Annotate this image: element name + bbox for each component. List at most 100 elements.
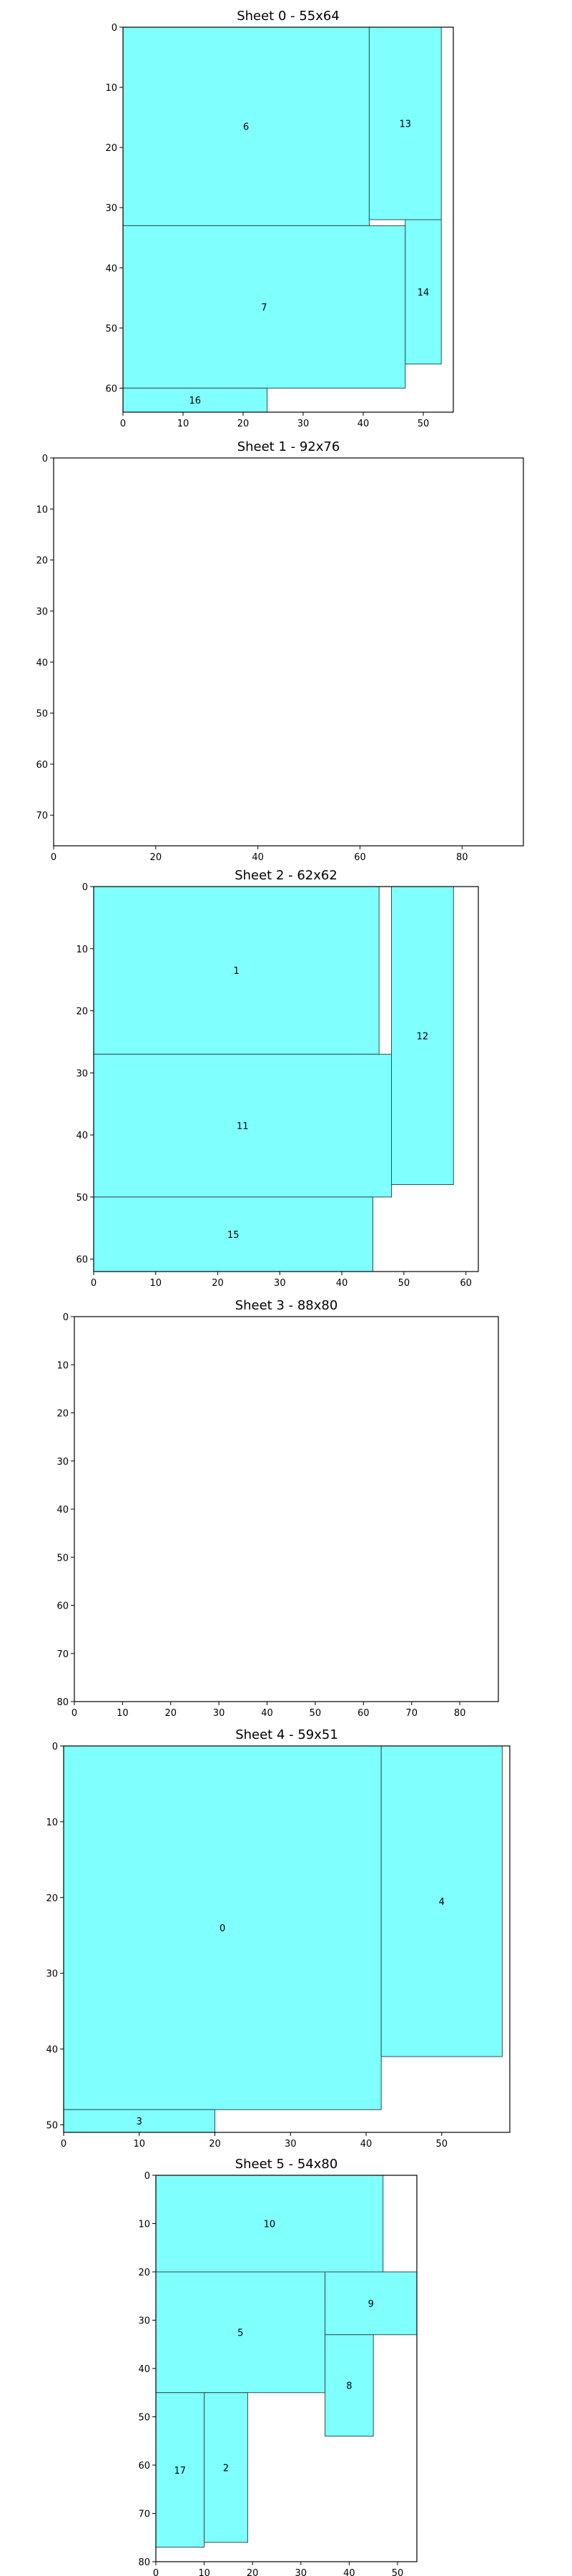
sheet-2-plot: Sheet 2 - 62x62 1 12 11 15 0 10 20 30 40 50 60 0 10 20…: [76, 868, 479, 1289]
x-tick-label: 80: [454, 1708, 466, 1719]
piece-label: 16: [189, 396, 202, 406]
piece-label: 9: [368, 2299, 374, 2310]
piece-label: 11: [237, 1121, 249, 1132]
piece-label: 8: [346, 2381, 352, 2392]
piece-label: 12: [417, 1031, 429, 1042]
piece-label: 0: [220, 1923, 225, 1934]
y-tick-label: 30: [36, 607, 48, 618]
piece-rect: [391, 886, 454, 1186]
piece-rect: [63, 2109, 216, 2133]
y-tick-label: 80: [138, 2557, 150, 2568]
y-tick-label: 20: [56, 1409, 69, 1420]
x-tick-label: 10: [198, 2568, 210, 2576]
y-tick-label: 50: [76, 1193, 88, 1204]
x-tick-label: 0: [91, 1278, 97, 1289]
y-tick-label: 50: [36, 709, 48, 720]
x-tick-label: 20: [150, 852, 162, 863]
piece-label: 1: [233, 966, 239, 977]
y-tick-label: 20: [105, 143, 117, 154]
x-tick-label: 0: [61, 2139, 66, 2150]
axes-frame: [63, 1745, 511, 2133]
piece-rect: [93, 886, 380, 1055]
y-tick-label: 50: [56, 1553, 69, 1563]
y-tick-label: 10: [56, 1360, 69, 1371]
piece-rect: [93, 1053, 393, 1198]
x-tick-label: 60: [354, 852, 366, 863]
piece-rect: [155, 2271, 326, 2394]
piece-label: 4: [439, 1897, 445, 1908]
x-tick-label: 70: [405, 1708, 418, 1719]
piece-rect: [405, 219, 442, 365]
x-tick-label: 50: [310, 1708, 322, 1719]
y-tick-label: 0: [42, 454, 48, 464]
y-tick-label: 10: [138, 2220, 150, 2230]
y-tick-label: 20: [138, 2268, 150, 2278]
axes-frame: [74, 1316, 499, 1702]
sheet-title: Sheet 4 - 59x51: [235, 1727, 338, 1742]
x-tick-label: 50: [398, 1278, 410, 1289]
y-tick-label: 60: [36, 760, 48, 771]
piece-rect: [155, 2392, 205, 2548]
x-tick-label: 40: [261, 1708, 273, 1719]
y-tick-label: 40: [46, 2045, 58, 2056]
sheet-title: Sheet 2 - 62x62: [235, 868, 337, 883]
x-tick-label: 80: [456, 852, 468, 863]
y-tick-label: 10: [76, 945, 88, 955]
x-tick-label: 50: [418, 419, 430, 429]
y-tick-label: 50: [105, 323, 117, 334]
piece-label: 6: [243, 122, 249, 133]
piece-rect: [122, 26, 370, 226]
piece-rect: [325, 2271, 418, 2336]
axes-frame: [93, 886, 479, 1272]
piece-label: 7: [261, 303, 267, 313]
y-tick-label: 30: [138, 2316, 150, 2327]
x-tick-label: 20: [164, 1708, 177, 1719]
piece-label: 15: [227, 1230, 240, 1241]
x-tick-label: 40: [360, 2139, 373, 2150]
y-tick-label: 50: [138, 2413, 150, 2424]
x-tick-label: 20: [212, 1278, 224, 1289]
y-tick-label: 40: [138, 2364, 150, 2375]
x-tick-label: 0: [72, 1708, 77, 1719]
x-tick-label: 40: [343, 2568, 355, 2576]
axes-frame: [53, 457, 524, 847]
y-tick-label: 20: [46, 1893, 58, 1904]
y-tick-label: 60: [138, 2461, 150, 2472]
sheet-1-plot: Sheet 1 - 92x76 0 20 40 60 80 0 10 20 30 40 50 60 70: [36, 439, 524, 863]
x-tick-label: 0: [120, 419, 126, 429]
y-tick-label: 0: [82, 882, 88, 893]
sheet-title: Sheet 5 - 54x80: [235, 2157, 338, 2172]
x-tick-label: 20: [209, 2139, 221, 2150]
y-tick-label: 50: [46, 2120, 58, 2131]
x-tick-label: 30: [213, 1708, 225, 1719]
axes-frame: [122, 26, 454, 413]
x-tick-label: 10: [133, 2139, 145, 2150]
x-tick-label: 40: [252, 852, 264, 863]
y-tick-label: 30: [46, 1969, 58, 1980]
y-tick-label: 30: [76, 1068, 88, 1079]
x-tick-label: 30: [285, 2139, 297, 2150]
x-tick-label: 10: [117, 1708, 129, 1719]
piece-rect: [380, 1745, 503, 2057]
piece-label: 2: [223, 2463, 229, 2474]
y-tick-label: 30: [105, 203, 117, 214]
piece-rect: [204, 2392, 248, 2543]
x-tick-label: 0: [153, 2568, 159, 2576]
y-tick-label: 0: [144, 2171, 150, 2182]
y-tick-label: 70: [56, 1649, 69, 1660]
piece-rect: [122, 225, 406, 389]
y-tick-label: 0: [52, 1742, 58, 1752]
y-tick-label: 30: [56, 1457, 69, 1468]
y-tick-label: 10: [36, 504, 48, 515]
y-tick-label: 80: [56, 1697, 69, 1708]
y-tick-label: 70: [36, 811, 48, 821]
y-tick-label: 0: [112, 23, 117, 34]
y-tick-label: 40: [76, 1131, 88, 1141]
x-tick-label: 30: [295, 2568, 307, 2576]
x-tick-label: 40: [358, 419, 370, 429]
piece-label: 10: [264, 2220, 276, 2230]
y-tick-label: 0: [63, 1312, 69, 1323]
x-tick-label: 40: [336, 1278, 348, 1289]
x-tick-label: 20: [247, 2568, 259, 2576]
